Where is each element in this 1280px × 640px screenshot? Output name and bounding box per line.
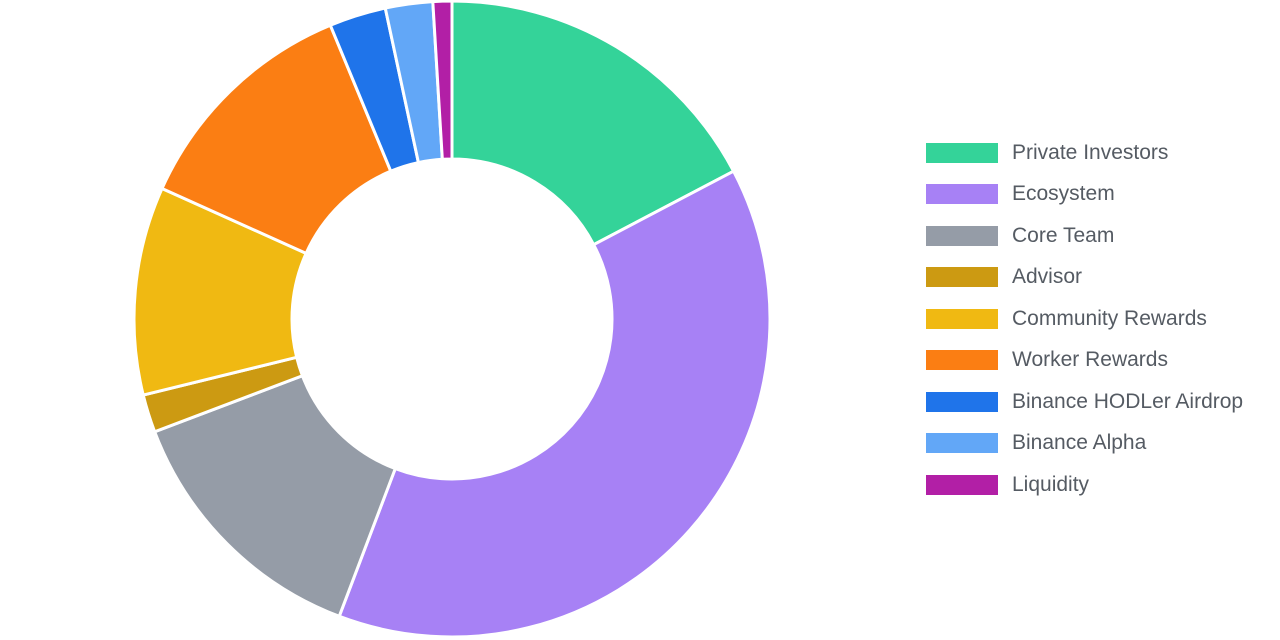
legend-item-worker-rewards[interactable]: Worker Rewards [926, 340, 1243, 382]
legend-label: Core Team [1012, 223, 1115, 247]
legend-item-ecosystem[interactable]: Ecosystem [926, 174, 1243, 216]
slice-worker-rewards[interactable] [160, 23, 393, 256]
legend-label: Liquidity [1012, 472, 1090, 496]
legend-item-binance-hodler-airdrop[interactable]: Binance HODLer Airdrop [926, 381, 1243, 423]
legend-swatch [926, 267, 998, 288]
slice-core-team[interactable] [152, 373, 398, 619]
legend-label: Worker Rewards [1012, 348, 1168, 372]
legend-swatch [926, 225, 998, 246]
legend-label: Community Rewards [1012, 306, 1207, 330]
chart-legend: Private Investors Ecosystem Core Team Advis… [926, 132, 1243, 506]
legend-swatch [926, 474, 998, 495]
legend-item-core-team[interactable]: Core Team [926, 215, 1243, 257]
legend-item-binance-alpha[interactable]: Binance Alpha [926, 423, 1243, 465]
slice-liquidity[interactable] [431, 0, 454, 161]
legend-item-private-investors[interactable]: Private Investors [926, 132, 1243, 174]
legend-label: Private Investors [1012, 140, 1169, 164]
slice-private-investors[interactable] [450, 0, 736, 247]
legend-swatch [926, 142, 998, 163]
legend-swatch [926, 308, 998, 329]
slice-ecosystem[interactable] [337, 169, 772, 639]
legend-item-community-rewards[interactable]: Community Rewards [926, 298, 1243, 340]
legend-swatch [926, 350, 998, 371]
legend-swatch [926, 184, 998, 205]
legend-label: Ecosystem [1012, 182, 1115, 206]
legend-item-advisor[interactable]: Advisor [926, 257, 1243, 299]
legend-label: Advisor [1012, 265, 1083, 289]
legend-swatch [926, 433, 998, 454]
legend-swatch [926, 391, 998, 412]
legend-item-liquidity[interactable]: Liquidity [926, 464, 1243, 506]
legend-label: Binance HODLer Airdrop [1012, 389, 1244, 413]
legend-label: Binance Alpha [1012, 431, 1147, 455]
